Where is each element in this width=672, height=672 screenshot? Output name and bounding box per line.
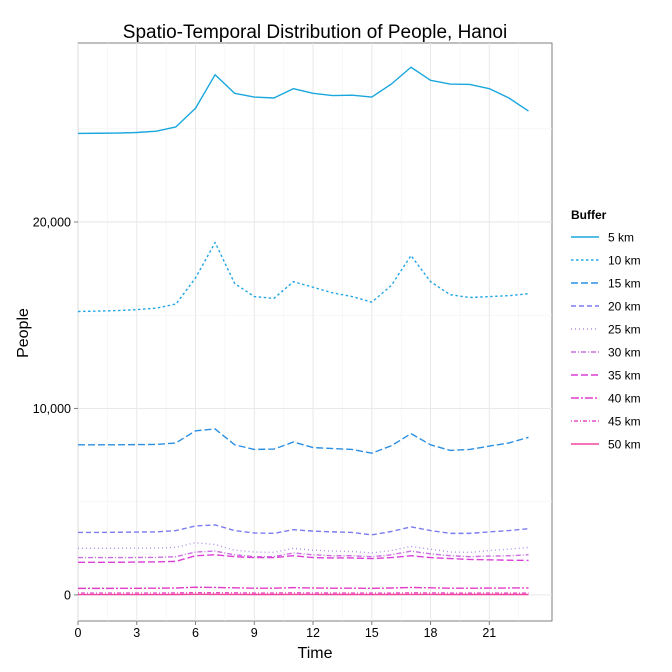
panel-border <box>77 42 553 622</box>
legend-label: 5 km <box>608 230 634 244</box>
legend-title: Buffer <box>571 208 607 222</box>
x-tick-label: 18 <box>424 626 438 640</box>
legend-label: 35 km <box>608 368 641 382</box>
x-tick-label: 15 <box>365 626 379 640</box>
x-tick-label: 9 <box>251 626 258 640</box>
legend-label: 20 km <box>608 299 641 313</box>
chart-title: Spatio-Temporal Distribution of People, … <box>123 22 507 43</box>
x-axis-title: Time <box>298 645 333 662</box>
series-line-20-km <box>78 524 529 536</box>
y-tick-label: 10,000 <box>33 402 71 416</box>
legend-label: 40 km <box>608 391 641 405</box>
series-line-40-km <box>78 586 529 590</box>
legend: Buffer 5 km 10 km 15 km 20 km 25 km 30 km 35 k… <box>571 208 641 451</box>
x-tick-label: 3 <box>133 626 140 640</box>
legend-label: 50 km <box>608 437 641 451</box>
x-tick-label: 12 <box>306 626 320 640</box>
series-line-15-km <box>78 428 529 454</box>
y-axis: 0 10,000 20,000 <box>33 215 78 602</box>
y-tick-label: 0 <box>64 588 71 602</box>
x-tick-label: 0 <box>75 626 82 640</box>
legend-label: 45 km <box>608 414 641 428</box>
x-tick-label: 6 <box>192 626 199 640</box>
plot-panel <box>77 42 553 622</box>
y-axis-title: People <box>15 308 32 358</box>
x-tick-label: 21 <box>482 626 496 640</box>
y-tick-label: 20,000 <box>33 215 71 229</box>
series-layer <box>77 66 529 596</box>
legend-label: 15 km <box>608 276 641 290</box>
series-line-30-km <box>78 550 529 559</box>
x-axis: 0 3 6 9 12 15 18 21 <box>75 621 496 640</box>
series-line-10-km <box>77 241 529 313</box>
legend-label: 25 km <box>608 322 641 336</box>
series-line-5-km <box>77 66 529 135</box>
series-line-35-km <box>78 554 529 563</box>
legend-label: 10 km <box>608 253 641 267</box>
legend-label: 30 km <box>608 345 641 359</box>
